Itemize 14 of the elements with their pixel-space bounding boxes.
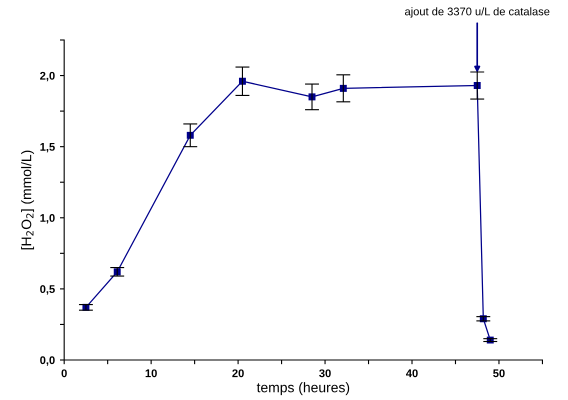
y-tick-label: 0,5 xyxy=(40,285,55,295)
y-tick-label: 1,5 xyxy=(40,143,55,152)
x-tick-label: 20 xyxy=(232,369,244,378)
x-tick-label: 40 xyxy=(406,369,418,378)
y-tick-label: 1,0 xyxy=(40,214,55,224)
x-tick-label: 50 xyxy=(493,369,505,378)
x-tick-label: 10 xyxy=(146,369,157,378)
x-axis-title: temps (heures) xyxy=(256,382,350,396)
y-tick-label: 2,0 xyxy=(40,72,55,82)
annotation: ajout de 3370 u/L de catalase xyxy=(405,7,550,18)
x-tick-label: 30 xyxy=(319,369,331,378)
y-tick-label: 0,0 xyxy=(40,356,55,366)
x-tick-label: 0 xyxy=(62,369,67,378)
y-axis-title: [H$_{2}$O$_{2}$] (mmol/L) xyxy=(21,150,34,250)
